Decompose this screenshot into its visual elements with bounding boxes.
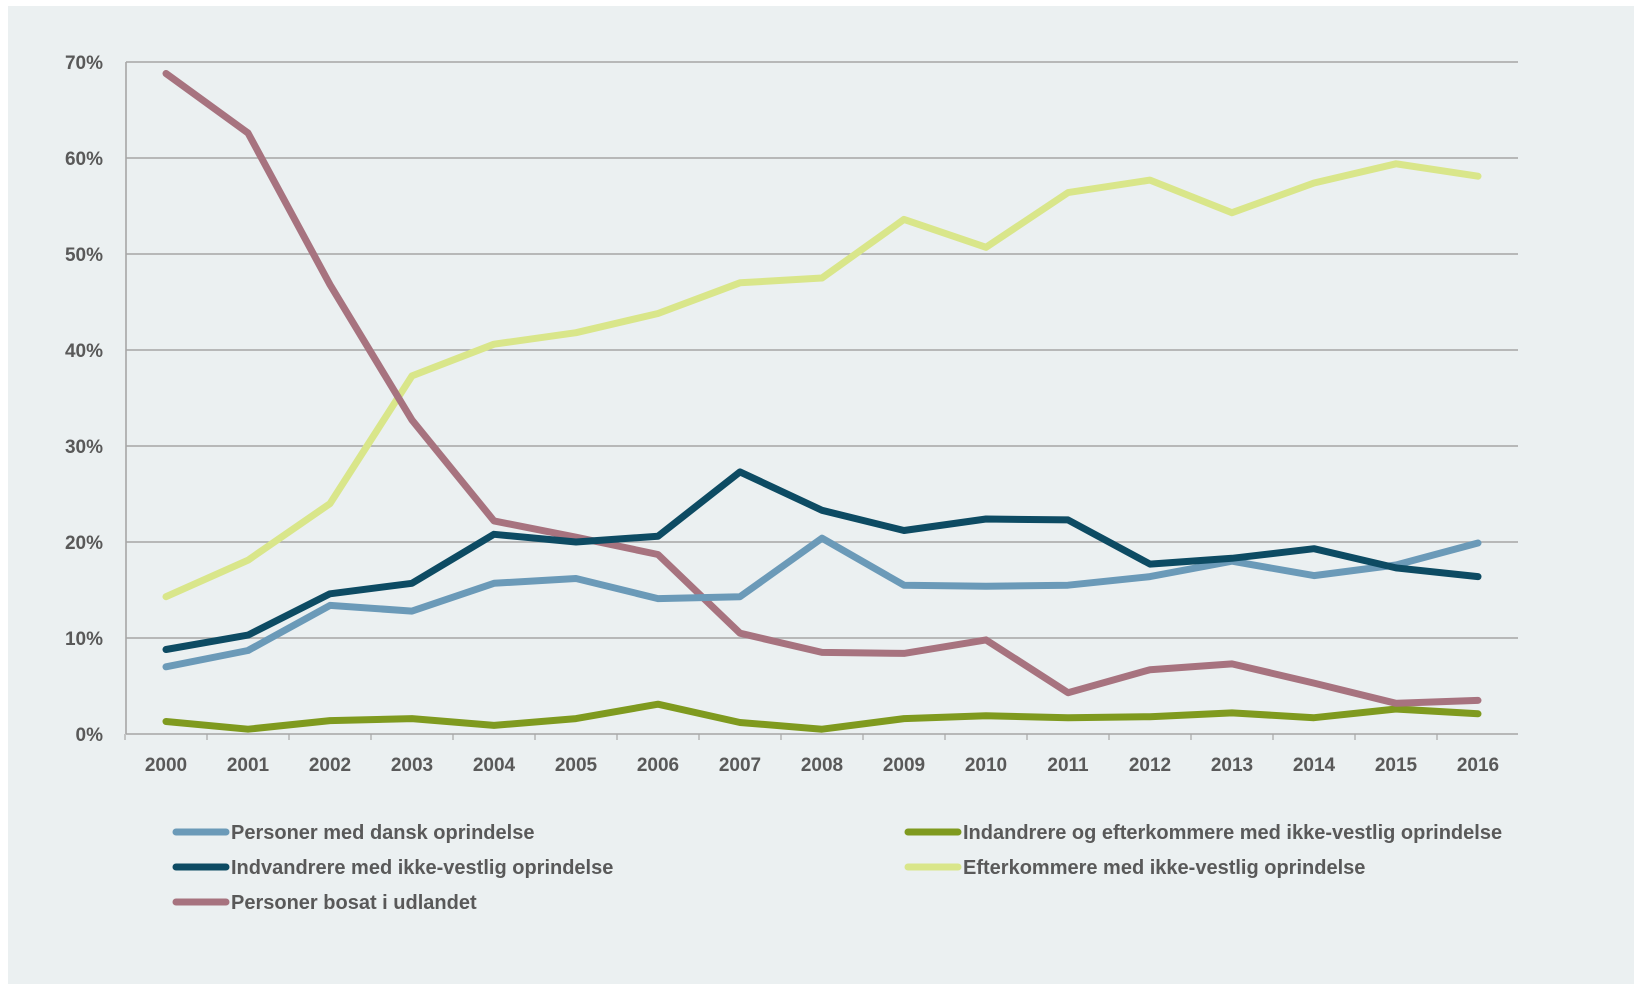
chart-panel: 0% 10% 20% 30% 40% 50% 60% 70% 2000 2001 2002 2003 2… [8, 6, 1634, 984]
legend: Personer med dansk oprindelse Indandrere … [172, 822, 1502, 914]
y-tick-label: 30% [65, 437, 103, 458]
x-tick-label: 2000 [145, 755, 187, 776]
x-tick-label: 2010 [965, 755, 1007, 776]
axes: 0% 10% 20% 30% 40% 50% 60% 70% 2000 2001 2002 2003 2… [65, 53, 1518, 776]
x-tick-label: 2012 [1129, 755, 1171, 776]
x-tick-label: 2016 [1457, 755, 1499, 776]
line-chart: 0% 10% 20% 30% 40% 50% 60% 70% 2000 2001 2002 2003 2… [65, 53, 1518, 914]
y-tick-label: 60% [65, 149, 103, 170]
y-tick-label: 0% [76, 725, 104, 746]
legend-label: Indandrere og efterkommere med ikke-vest… [963, 822, 1502, 844]
y-tick-label: 50% [65, 245, 103, 266]
series-line-4 [162, 160, 1482, 601]
x-tick-label: 2007 [719, 755, 761, 776]
series-line-0 [162, 534, 1482, 671]
series-line-1 [162, 468, 1482, 653]
legend-label: Indvandrere med ikke-vestlig oprindelse [231, 857, 613, 879]
series-line-2 [162, 70, 1482, 707]
gridlines [126, 61, 1518, 639]
x-tick-label: 2013 [1211, 755, 1253, 776]
legend-label: Personer med dansk oprindelse [231, 822, 534, 844]
x-tick-label: 2014 [1293, 755, 1336, 776]
y-tick-label: 70% [65, 53, 103, 74]
x-tick-label: 2008 [801, 755, 843, 776]
x-tick-label: 2011 [1047, 755, 1089, 776]
y-tick-label: 10% [65, 629, 103, 650]
x-tick-label: 2015 [1375, 755, 1418, 776]
legend-label: Personer bosat i udlandet [231, 892, 477, 914]
x-tick-label: 2003 [391, 755, 433, 776]
series-line-3 [162, 700, 1482, 733]
x-tick-label: 2002 [309, 755, 351, 776]
y-tick-label: 40% [65, 341, 103, 362]
x-tick-label: 2009 [883, 755, 925, 776]
legend-label: Efterkommere med ikke-vestlig oprindelse [963, 857, 1365, 879]
x-tick-label: 2001 [227, 755, 270, 776]
x-tick-label: 2006 [637, 755, 679, 776]
x-tick-label: 2004 [473, 755, 516, 776]
y-tick-label: 20% [65, 533, 103, 554]
series-lines [162, 70, 1482, 733]
x-tick-label: 2005 [555, 755, 598, 776]
